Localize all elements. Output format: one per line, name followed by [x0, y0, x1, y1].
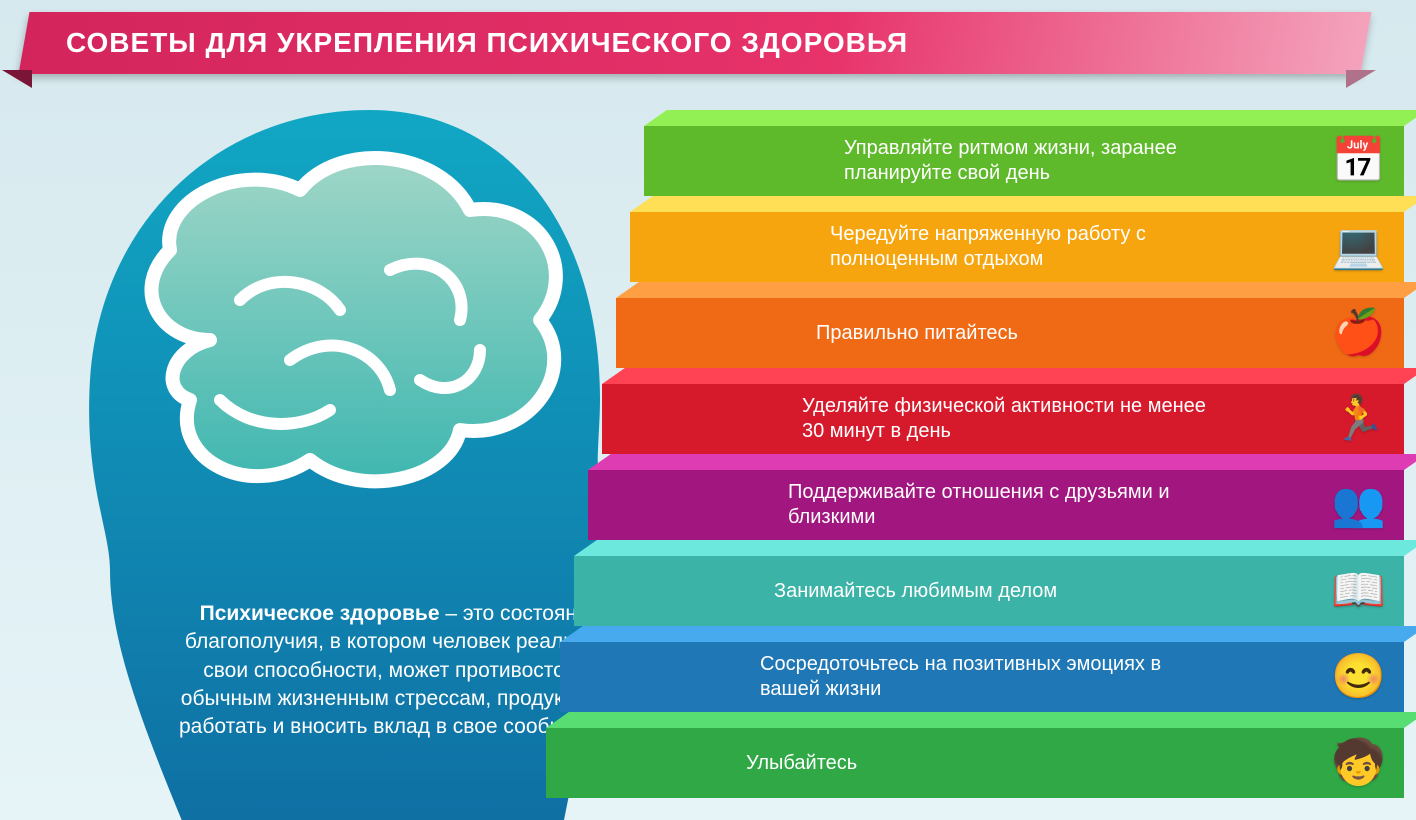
calendar-person-icon: 📅	[1331, 139, 1386, 183]
smile-child-icon: 🧒	[1331, 741, 1386, 785]
tip-row: Улыбайтесь 🧒	[546, 712, 1404, 798]
tip-label: Улыбайтесь	[746, 751, 857, 776]
tip-row: Управляйте ритмом жизни, заранее планиру…	[644, 110, 1404, 196]
tip-face: Сосредоточьтесь на позитивных эмоциях в …	[560, 642, 1404, 712]
tip-top-facet	[616, 282, 1416, 298]
work-rest-icon: 💻	[1331, 225, 1386, 269]
banner-fold-right	[1346, 70, 1376, 88]
tip-label: Уделяйте физической активности не менее …	[802, 394, 1222, 444]
tip-row: Уделяйте физической активности не менее …	[602, 368, 1404, 454]
tip-label: Занимайтесь любимым делом	[774, 579, 1057, 604]
tip-face: Поддерживайте отношения с друзьями и бли…	[588, 470, 1404, 540]
tip-label: Правильно питайтесь	[816, 321, 1018, 346]
banner-title: СОВЕТЫ ДЛЯ УКРЕПЛЕНИЯ ПСИХИЧЕСКОГО ЗДОРО…	[24, 12, 1366, 74]
title-banner: СОВЕТЫ ДЛЯ УКРЕПЛЕНИЯ ПСИХИЧЕСКОГО ЗДОРО…	[0, 0, 1416, 74]
tip-label: Управляйте ритмом жизни, заранее планиру…	[844, 136, 1264, 186]
positive-emotion-icon: 😊	[1331, 655, 1386, 699]
tip-top-facet	[574, 540, 1416, 556]
tip-top-facet	[560, 626, 1416, 642]
friends-icon: 👥	[1331, 483, 1386, 527]
tip-label: Поддерживайте отношения с друзьями и бли…	[788, 480, 1208, 530]
tip-top-facet	[546, 712, 1416, 728]
tip-face: Чередуйте напряженную работу с полноценн…	[630, 212, 1404, 282]
tip-face: Занимайтесь любимым делом 📖	[574, 556, 1404, 626]
tip-top-facet	[644, 110, 1416, 126]
infographic-canvas: СОВЕТЫ ДЛЯ УКРЕПЛЕНИЯ ПСИХИЧЕСКОГО ЗДОРО…	[0, 0, 1416, 820]
tip-top-facet	[588, 454, 1416, 470]
tip-row: Правильно питайтесь 🍎	[616, 282, 1404, 368]
tip-face: Правильно питайтесь 🍎	[616, 298, 1404, 368]
reading-hobby-icon: 📖	[1331, 569, 1386, 613]
tip-top-facet	[602, 368, 1416, 384]
tip-label: Чередуйте напряженную работу с полноценн…	[830, 222, 1250, 272]
tip-face: Улыбайтесь 🧒	[546, 728, 1404, 798]
healthy-food-icon: 🍎	[1331, 311, 1386, 355]
tip-row: Чередуйте напряженную работу с полноценн…	[630, 196, 1404, 282]
tip-face: Управляйте ритмом жизни, заранее планиру…	[644, 126, 1404, 196]
brain-shape	[151, 158, 555, 481]
banner-fold-left	[2, 70, 32, 88]
tip-row: Поддерживайте отношения с друзьями и бли…	[588, 454, 1404, 540]
tip-row: Сосредоточьтесь на позитивных эмоциях в …	[560, 626, 1404, 712]
banner-ribbon: СОВЕТЫ ДЛЯ УКРЕПЛЕНИЯ ПСИХИЧЕСКОГО ЗДОРО…	[19, 12, 1372, 74]
tips-stack: Управляйте ритмом жизни, заранее планиру…	[644, 110, 1404, 798]
tip-top-facet	[630, 196, 1416, 212]
tip-label: Сосредоточьтесь на позитивных эмоциях в …	[760, 652, 1180, 702]
running-icon: 🏃	[1331, 397, 1386, 441]
definition-term: Психическое здоровье	[200, 602, 440, 625]
tip-row: Занимайтесь любимым делом 📖	[574, 540, 1404, 626]
tip-face: Уделяйте физической активности не менее …	[602, 384, 1404, 454]
